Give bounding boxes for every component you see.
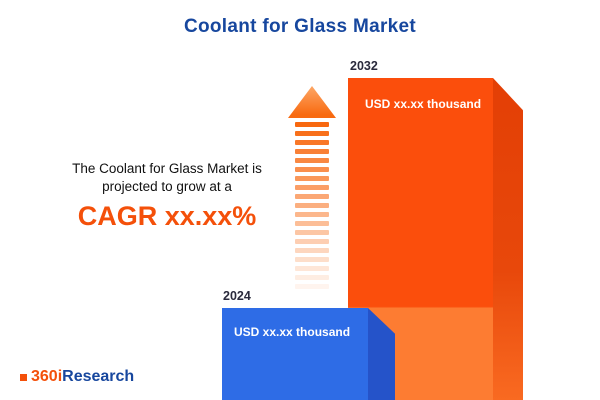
cagr-text: CAGR xx.xx%: [77, 201, 257, 231]
brand-logo: 360i Research: [20, 368, 134, 386]
bar-2032-side-face: [493, 78, 523, 400]
bar-2024-year-label: 2024: [223, 289, 251, 303]
arrow-stripes: [288, 122, 336, 289]
logo-suffix: Research: [62, 368, 135, 385]
logo-square-icon: [20, 373, 27, 381]
bar-2024: USD xx.xx thousand: [222, 308, 368, 400]
bar-2024-value-label: USD xx.xx thousand: [234, 325, 351, 339]
description-line-1: The Coolant for Glass Market is: [72, 161, 262, 176]
bar-2032-year-label: 2032: [350, 59, 378, 73]
page-title: Coolant for Glass Market: [183, 16, 417, 37]
bar-2032-value-label: USD xx.xx thousand: [365, 97, 482, 111]
growth-arrow-icon: [288, 86, 336, 293]
description-text: The Coolant for Glass Market is projecte…: [38, 160, 296, 196]
description-line-2: projected to grow at a: [102, 179, 232, 195]
logo-prefix: 360i: [31, 368, 63, 385]
arrow-head-icon: [288, 86, 336, 118]
